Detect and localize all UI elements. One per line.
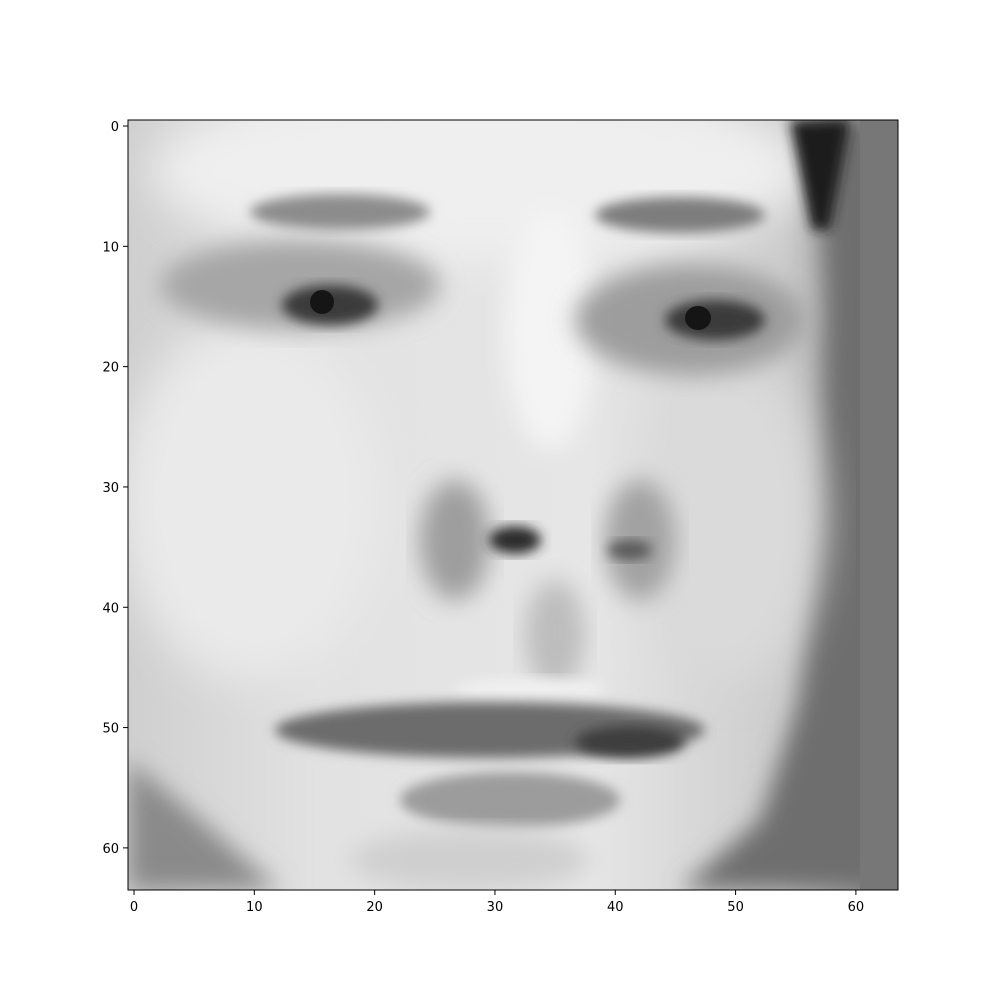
y-tick-label: 30: [102, 481, 119, 496]
y-tick-label: 50: [102, 722, 119, 737]
y-tick-label: 60: [102, 842, 119, 857]
y-axis-ticks: 0 10 20 30 40 50 60: [102, 120, 128, 857]
x-tick-label: 30: [487, 900, 504, 915]
x-axis-ticks: 0 10 20 30 40 50 60: [130, 890, 864, 915]
x-tick-label: 40: [607, 900, 624, 915]
image-area: [120, 80, 900, 890]
y-tick-label: 40: [102, 601, 119, 616]
x-tick-label: 60: [848, 900, 865, 915]
y-tick-label: 10: [102, 240, 119, 255]
x-tick-label: 0: [130, 900, 138, 915]
x-tick-label: 20: [366, 900, 383, 915]
x-tick-label: 50: [727, 900, 744, 915]
y-tick-label: 20: [102, 361, 119, 376]
y-tick-label: 0: [111, 120, 119, 135]
x-tick-label: 10: [246, 900, 263, 915]
